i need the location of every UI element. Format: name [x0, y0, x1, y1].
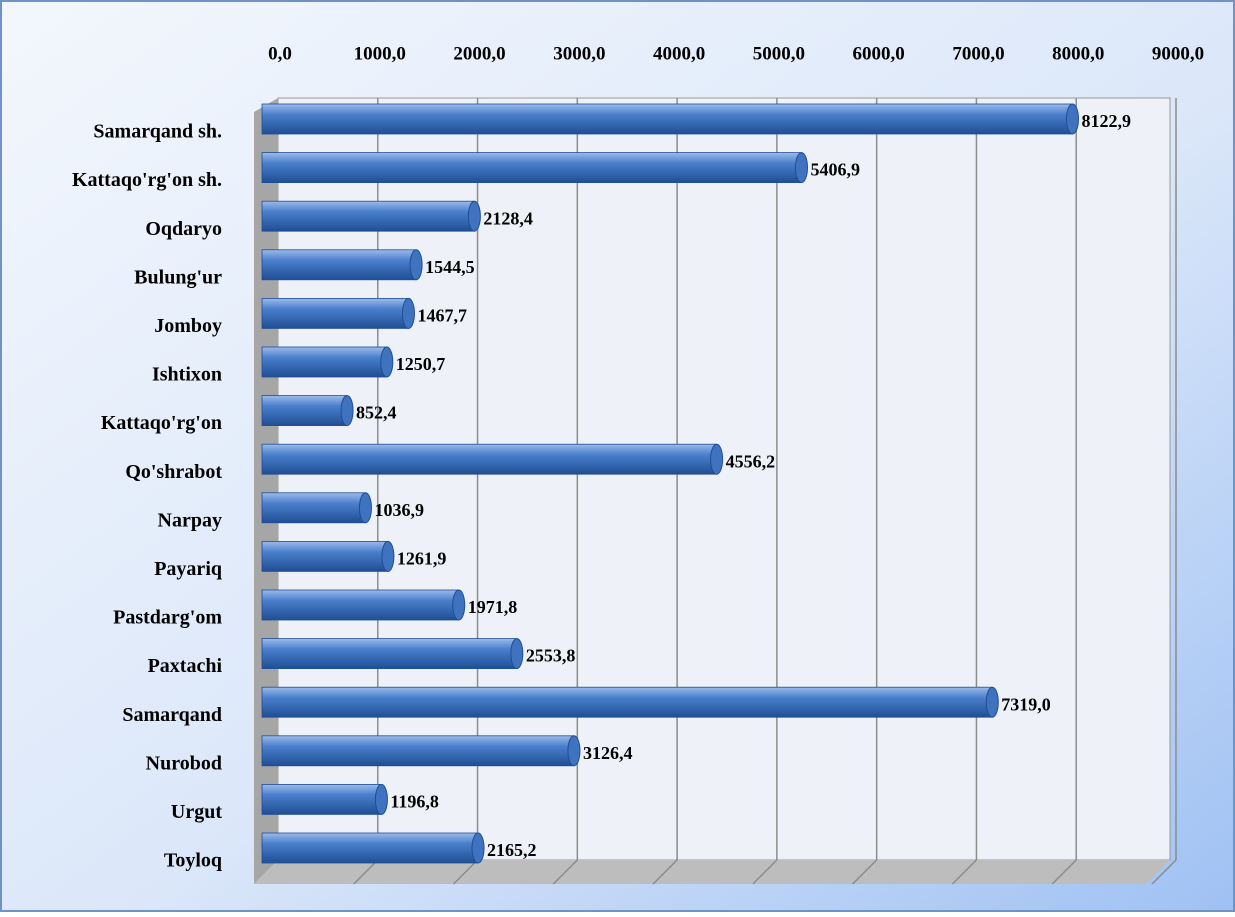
bar-cap: [374, 783, 388, 815]
data-label: 8122,9: [1081, 111, 1131, 131]
floor-line: [652, 859, 678, 885]
bar-cap: [380, 346, 394, 378]
floor-line: [752, 859, 778, 885]
y-tick-label: Pastdarg'om: [113, 607, 222, 629]
floor-line: [1051, 859, 1077, 885]
x-tick-label: 9000,0: [1152, 43, 1204, 64]
y-tick-label: Jomboy: [154, 315, 222, 337]
floor-line: [852, 859, 878, 885]
bar: [261, 589, 460, 621]
bar-cap: [401, 297, 415, 329]
y-tick-label: Bulung'ur: [134, 266, 222, 288]
data-label: 1036,9: [374, 500, 424, 520]
x-tick-label: 2000,0: [453, 43, 505, 64]
floor-line: [951, 859, 977, 885]
bar-cap: [1065, 103, 1079, 135]
data-label: 4556,2: [726, 451, 776, 471]
bar: [261, 200, 475, 232]
floor: [254, 860, 1170, 884]
bar: [261, 492, 366, 524]
y-tick-label: Qo'shrabot: [125, 461, 222, 483]
x-tick-label: 1000,0: [354, 43, 406, 64]
data-label: 2128,4: [483, 208, 533, 228]
floor-line: [1151, 859, 1177, 885]
data-label: 852,4: [356, 403, 397, 423]
bar-cap: [710, 443, 724, 475]
data-label: 1544,5: [425, 257, 475, 277]
y-tick-label: Narpay: [158, 509, 222, 531]
x-tick-label: 5000,0: [753, 43, 805, 64]
data-label: 1196,8: [390, 792, 439, 812]
bar: [261, 103, 1073, 135]
bar-cap: [567, 735, 581, 767]
y-tick-label: Payariq: [154, 558, 222, 580]
data-label: 1261,9: [397, 549, 447, 569]
data-label: 2165,2: [487, 840, 536, 860]
bar: [261, 735, 575, 767]
bar-cap: [358, 492, 372, 524]
x-tick-label: 0,0: [268, 43, 292, 64]
bar: [261, 249, 417, 281]
data-label: 5406,9: [810, 160, 860, 180]
data-label: 1971,8: [468, 597, 518, 617]
bar-cap: [985, 686, 999, 718]
y-tick-label: Ishtixon: [152, 364, 222, 386]
bar: [261, 443, 718, 475]
y-tick-label: Paxtachi: [148, 655, 223, 677]
bar: [261, 346, 388, 378]
y-tick-label: Urgut: [171, 801, 222, 823]
y-tick-label: Kattaqo'rg'on sh.: [72, 169, 222, 191]
bar-cap: [340, 395, 354, 427]
bar: [261, 395, 348, 427]
bar-cap: [794, 152, 808, 184]
y-tick-label: Kattaqo'rg'on: [101, 412, 222, 434]
bar: [261, 297, 409, 329]
x-tick-label: 3000,0: [553, 43, 605, 64]
y-tick-label: Samarqand sh.: [93, 121, 222, 143]
bar: [261, 686, 993, 718]
x-tick-label: 7000,0: [952, 43, 1004, 64]
bar: [261, 541, 389, 572]
y-tick-label: Oqdaryo: [145, 218, 222, 240]
bar-cap: [381, 540, 395, 572]
x-tick-label: 6000,0: [853, 43, 905, 64]
bar-cap: [471, 832, 485, 864]
bar-cap: [409, 249, 423, 281]
y-tick-label: Nurobod: [146, 752, 222, 774]
bar-cap: [510, 638, 524, 670]
data-label: 7319,0: [1001, 694, 1051, 714]
data-label: 1467,7: [417, 306, 467, 326]
floor-line: [353, 859, 379, 885]
x-tick-label: 8000,0: [1052, 43, 1104, 64]
floor-line: [552, 859, 578, 885]
bar: [261, 784, 382, 815]
bar: [261, 638, 518, 669]
bar: [261, 152, 802, 184]
x-tick-label: 4000,0: [653, 43, 705, 64]
floor-line: [453, 859, 479, 885]
bar: [261, 832, 479, 864]
data-label: 1250,7: [396, 354, 446, 374]
bar-cap: [452, 589, 466, 621]
y-tick-label: Toyloq: [164, 850, 222, 872]
data-label: 2553,8: [526, 646, 576, 666]
y-tick-label: Samarqand: [122, 704, 222, 726]
data-label: 3126,4: [583, 743, 633, 763]
bar-cap: [467, 200, 481, 232]
